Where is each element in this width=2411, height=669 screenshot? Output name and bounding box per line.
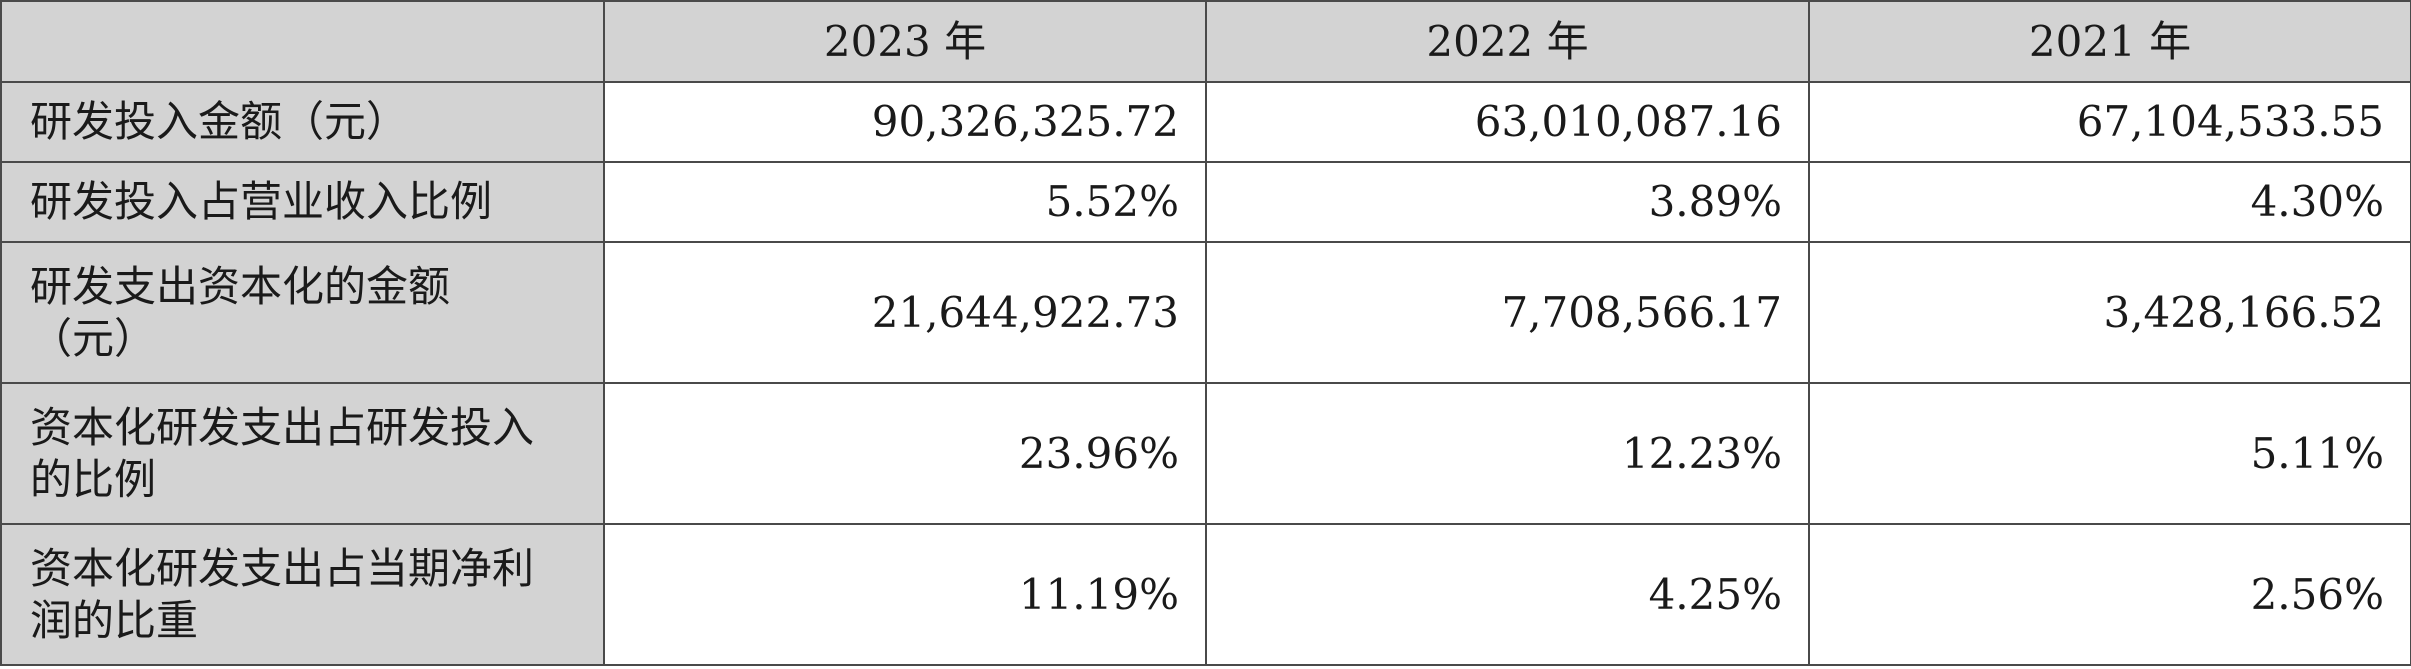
value-cell: 7,708,566.17 [1205,241,1810,384]
label-line: 研发支出资本化的金额 [30,261,451,311]
value-cell: 3.89% [1205,161,1810,243]
row-label: 研发支出资本化的金额 （元） [0,241,605,384]
header-cell: 2022 年 [1205,0,1810,83]
header-cell: 2023 年 [603,0,1207,83]
data-row: 资本化研发支出占当期净利 润的比重 11.19% 4.25% 2.56% [0,523,2411,666]
label-line: （元） [30,313,157,363]
data-row: 研发投入占营业收入比例 5.52% 3.89% 4.30% [0,161,2411,243]
value-cell: 11.19% [603,523,1207,666]
header-cell: 2021 年 [1808,0,2411,83]
value-cell: 5.52% [603,161,1207,243]
value-cell: 23.96% [603,382,1207,525]
value-cell: 5.11% [1808,382,2411,525]
data-row: 研发投入金额（元） 90,326,325.72 63,010,087.16 67,10… [0,81,2411,163]
row-label: 研发投入占营业收入比例 [0,161,605,243]
value-cell: 67,104,533.55 [1808,81,2411,163]
row-label: 研发投入金额（元） [0,81,605,163]
label-line: 研发投入占营业收入比例 [30,177,493,226]
data-row: 资本化研发支出占研发投入 的比例 23.96% 12.23% 5.11% [0,382,2411,525]
label-line: 资本化研发支出占研发投入 [30,402,535,452]
label-line: 资本化研发支出占当期净利 [30,543,535,593]
value-cell: 4.25% [1205,523,1810,666]
header-row: 2023 年 2022 年 2021 年 [0,0,2411,83]
value-cell: 21,644,922.73 [603,241,1207,384]
label-line: 润的比重 [30,595,199,645]
label-line: 研发投入金额（元） [30,97,409,146]
row-label: 资本化研发支出占研发投入 的比例 [0,382,605,525]
value-cell: 63,010,087.16 [1205,81,1810,163]
row-label: 资本化研发支出占当期净利 润的比重 [0,523,605,666]
value-cell: 2.56% [1808,523,2411,666]
label-line: 的比例 [30,454,157,504]
corner-cell [0,0,605,83]
value-cell: 3,428,166.52 [1808,241,2411,384]
value-cell: 12.23% [1205,382,1810,525]
value-cell: 90,326,325.72 [603,81,1207,163]
value-cell: 4.30% [1808,161,2411,243]
data-row: 研发支出资本化的金额 （元） 21,644,922.73 7,708,566.17 3,… [0,241,2411,384]
